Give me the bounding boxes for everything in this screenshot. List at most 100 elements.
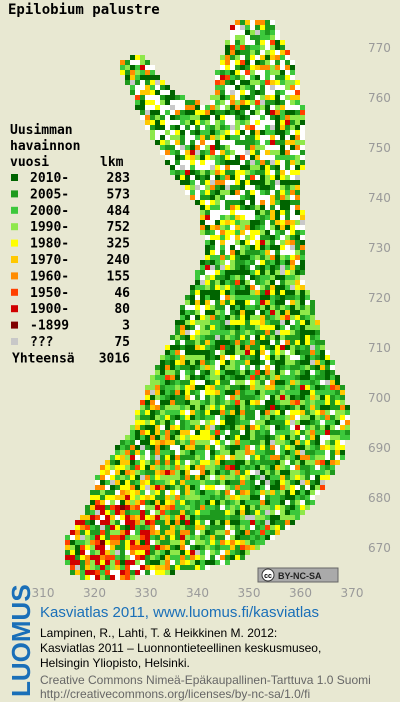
map-cell (120, 60, 125, 65)
map-cell (165, 520, 170, 525)
map-cell (245, 160, 250, 165)
map-cell (290, 465, 295, 470)
map-cell (280, 50, 285, 55)
map-cell (150, 480, 155, 485)
map-cell (250, 315, 255, 320)
map-cell (220, 320, 225, 325)
map-cell (150, 555, 155, 560)
map-cell (215, 105, 220, 110)
map-cell (130, 485, 135, 490)
map-cell (180, 540, 185, 545)
map-cell (285, 305, 290, 310)
map-cell (130, 555, 135, 560)
map-cell (250, 375, 255, 380)
map-cell (240, 460, 245, 465)
map-cell (230, 315, 235, 320)
map-cell (260, 510, 265, 515)
map-cell (155, 105, 160, 110)
map-cell (125, 560, 130, 565)
map-cell (215, 110, 220, 115)
map-cell (150, 510, 155, 515)
map-cell (180, 380, 185, 385)
map-cell (265, 445, 270, 450)
map-cell (180, 335, 185, 340)
map-cell (190, 485, 195, 490)
map-cell (65, 550, 70, 555)
map-cell (250, 220, 255, 225)
map-cell (255, 335, 260, 340)
map-cell (175, 565, 180, 570)
map-cell (285, 325, 290, 330)
map-cell (215, 185, 220, 190)
map-cell (235, 315, 240, 320)
map-cell (200, 215, 205, 220)
map-cell (285, 525, 290, 530)
map-cell (150, 70, 155, 75)
map-cell (165, 370, 170, 375)
map-cell (220, 295, 225, 300)
map-cell (190, 565, 195, 570)
map-cell (345, 425, 350, 430)
map-cell (165, 430, 170, 435)
map-cell (120, 560, 125, 565)
map-cell (225, 380, 230, 385)
map-cell (280, 505, 285, 510)
map-cell (235, 505, 240, 510)
map-cell (195, 195, 200, 200)
map-cell (230, 115, 235, 120)
map-cell (170, 440, 175, 445)
map-cell (245, 75, 250, 80)
map-cell (290, 335, 295, 340)
map-cell (120, 500, 125, 505)
map-cell (260, 75, 265, 80)
map-cell (265, 170, 270, 175)
map-cell (275, 100, 280, 105)
map-cell (295, 185, 300, 190)
map-cell (210, 500, 215, 505)
map-cell (255, 460, 260, 465)
map-cell (220, 220, 225, 225)
map-cell (245, 275, 250, 280)
map-cell (295, 90, 300, 95)
map-cell (295, 135, 300, 140)
map-cell (185, 455, 190, 460)
map-cell (145, 525, 150, 530)
map-cell (145, 125, 150, 130)
map-cell (250, 120, 255, 125)
map-cell (240, 305, 245, 310)
map-cell (185, 410, 190, 415)
map-cell (195, 485, 200, 490)
map-cell (220, 75, 225, 80)
map-cell (190, 395, 195, 400)
map-cell (195, 375, 200, 380)
map-cell (275, 140, 280, 145)
map-cell (195, 170, 200, 175)
map-cell (220, 490, 225, 495)
map-cell (195, 435, 200, 440)
map-cell (95, 505, 100, 510)
map-cell (180, 115, 185, 120)
map-cell (185, 315, 190, 320)
map-cell (335, 385, 340, 390)
map-cell (255, 370, 260, 375)
map-cell (265, 40, 270, 45)
map-cell (290, 120, 295, 125)
map-cell (240, 160, 245, 165)
map-cell (250, 150, 255, 155)
map-cell (240, 120, 245, 125)
map-cell (220, 115, 225, 120)
map-cell (285, 120, 290, 125)
map-cell (215, 250, 220, 255)
map-cell (155, 505, 160, 510)
map-cell (145, 60, 150, 65)
map-cell (150, 490, 155, 495)
map-cell (240, 505, 245, 510)
map-cell (270, 525, 275, 530)
map-cell (250, 130, 255, 135)
map-cell (190, 515, 195, 520)
map-cell (165, 460, 170, 465)
map-cell (220, 455, 225, 460)
map-cell (255, 295, 260, 300)
map-cell (285, 225, 290, 230)
legend-swatch (11, 239, 18, 247)
